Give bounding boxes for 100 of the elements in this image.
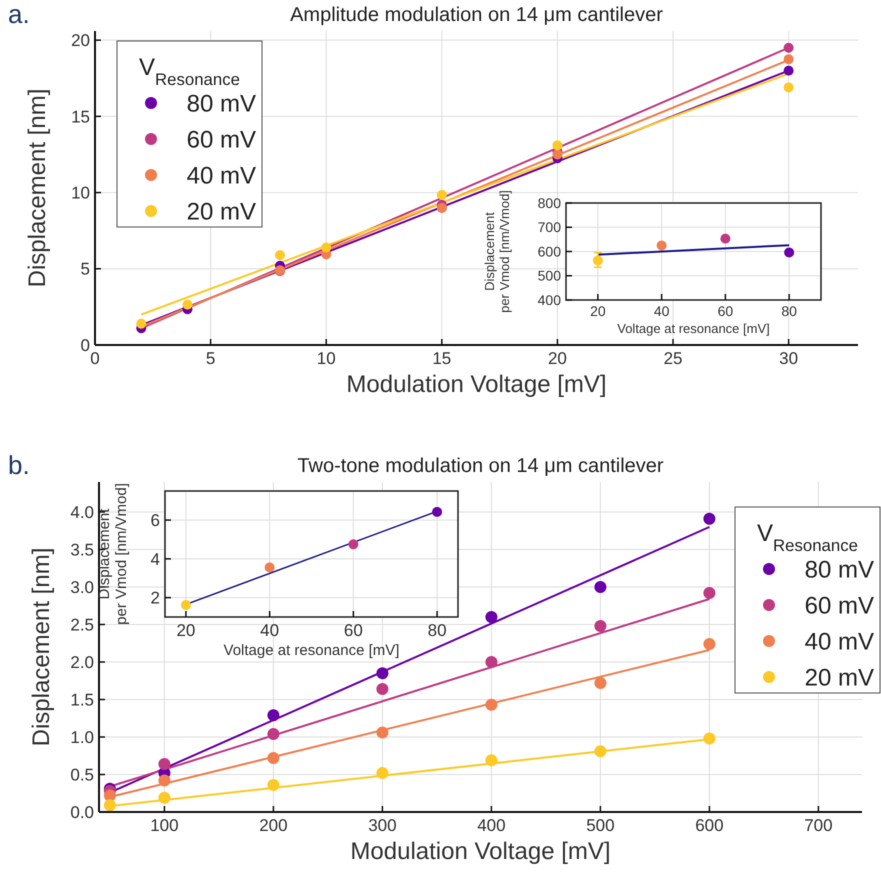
- point: [720, 234, 730, 244]
- legend-label: 40 mV: [804, 628, 874, 656]
- point: [436, 190, 447, 200]
- x-tick-label: 20: [176, 621, 196, 640]
- x-tick-label: 500: [586, 816, 615, 835]
- y-tick-label: 4: [150, 550, 160, 569]
- point: [180, 600, 191, 610]
- point: [703, 512, 716, 525]
- y-tick-label: 6: [150, 511, 160, 530]
- x-tick-label: 30: [779, 349, 798, 368]
- x-axis-title: Voltage at resonance [mV]: [224, 642, 400, 659]
- legend-label: 20 mV: [804, 664, 874, 692]
- y-tick-label: 15: [71, 107, 90, 126]
- x-tick-label: 200: [259, 816, 288, 835]
- point: [274, 250, 285, 260]
- y-tick-label: 5: [80, 260, 90, 279]
- legend-title: V$_{Resonance}$: [757, 520, 858, 554]
- x-tick-label: 100: [150, 816, 179, 835]
- y-tick-label: 400: [538, 292, 562, 308]
- y-tick-label: 600: [538, 243, 562, 260]
- point: [784, 42, 794, 53]
- point: [594, 745, 606, 758]
- point: [348, 539, 358, 550]
- point: [703, 638, 716, 650]
- point: [182, 300, 192, 310]
- y-tick-label: 2.0: [70, 652, 94, 672]
- point: [158, 774, 170, 786]
- point: [485, 754, 498, 766]
- y-tick-label: 4.0: [70, 502, 94, 522]
- point: [485, 611, 498, 623]
- point: [592, 255, 603, 266]
- y-tick-label: 800: [538, 194, 562, 211]
- point: [158, 758, 170, 770]
- y-tick-label: 1.5: [70, 690, 94, 710]
- x-tick-label: 5: [206, 349, 216, 368]
- point: [158, 792, 170, 804]
- legend-label: 60 mV: [804, 592, 874, 620]
- x-tick-label: 25: [664, 349, 682, 368]
- point: [267, 752, 280, 764]
- legend-title: V$_{Resonance}$: [139, 54, 240, 88]
- point: [485, 656, 498, 668]
- point: [784, 66, 794, 76]
- x-tick-label: 80: [781, 303, 798, 319]
- point: [136, 318, 146, 329]
- point: [104, 799, 116, 812]
- x-axis-title: Modulation Voltage [mV]: [346, 371, 607, 398]
- point: [376, 767, 388, 779]
- point: [784, 247, 794, 258]
- point: [656, 240, 667, 250]
- y-tick-label: 2.5: [70, 615, 94, 634]
- point: [594, 677, 606, 689]
- text: a.: [8, 0, 30, 29]
- y-tick-label: 3.0: [70, 578, 94, 597]
- y-axis-title: Displacement per Vmod [nm/Vmod]: [96, 483, 130, 625]
- x-tick-label: 80: [428, 621, 447, 640]
- chart-title: Two-tone modulation on 14 μm cantilever: [297, 455, 664, 477]
- x-tick-label: 40: [260, 621, 280, 640]
- point: [432, 506, 442, 517]
- point: [376, 667, 388, 680]
- point: [552, 149, 562, 160]
- x-tick-label: 700: [804, 816, 833, 835]
- y-axis-title: Displacement [nm]: [24, 88, 51, 288]
- y-axis-title: Displacement [nm]: [28, 548, 55, 746]
- y-tick-label: 0: [80, 336, 90, 355]
- text: b.: [8, 450, 30, 480]
- point: [264, 562, 275, 572]
- y-tick-label: 0.0: [70, 802, 94, 822]
- x-axis-title: Voltage at resonance [mV]: [617, 321, 770, 336]
- point: [703, 732, 716, 744]
- x-tick-label: 10: [316, 349, 336, 368]
- point: [594, 620, 606, 632]
- point: [321, 242, 332, 252]
- x-tick-label: 400: [477, 816, 506, 835]
- x-tick-label: 40: [654, 303, 670, 319]
- point: [552, 140, 562, 150]
- legend-label: 80 mV: [186, 90, 256, 118]
- y-tick-label: 500: [538, 268, 562, 284]
- point: [376, 726, 388, 738]
- x-axis-title: Modulation Voltage [mV]: [350, 838, 611, 865]
- legend-label: 60 mV: [186, 126, 256, 154]
- legend-label: 40 mV: [186, 162, 256, 190]
- point: [594, 581, 606, 593]
- legend-label: 20 mV: [186, 198, 256, 226]
- x-tick-label: 60: [344, 621, 363, 640]
- point: [104, 790, 116, 802]
- y-tick-label: 3.5: [70, 540, 94, 560]
- x-tick-label: 60: [718, 303, 734, 319]
- chart-title: Amplitude modulation on 14 μm cantilever: [290, 4, 664, 26]
- point: [485, 698, 498, 711]
- y-tick-label: 20: [71, 31, 90, 50]
- point: [784, 54, 794, 64]
- y-tick-label: 0.5: [70, 765, 94, 784]
- point: [267, 779, 280, 791]
- y-tick-label: 2: [150, 588, 160, 608]
- x-tick-label: 20: [590, 303, 606, 319]
- x-tick-label: 300: [368, 816, 397, 835]
- point: [376, 683, 388, 695]
- y-tick-label: 10: [71, 184, 90, 203]
- point: [703, 587, 716, 599]
- x-tick-label: 600: [695, 816, 724, 835]
